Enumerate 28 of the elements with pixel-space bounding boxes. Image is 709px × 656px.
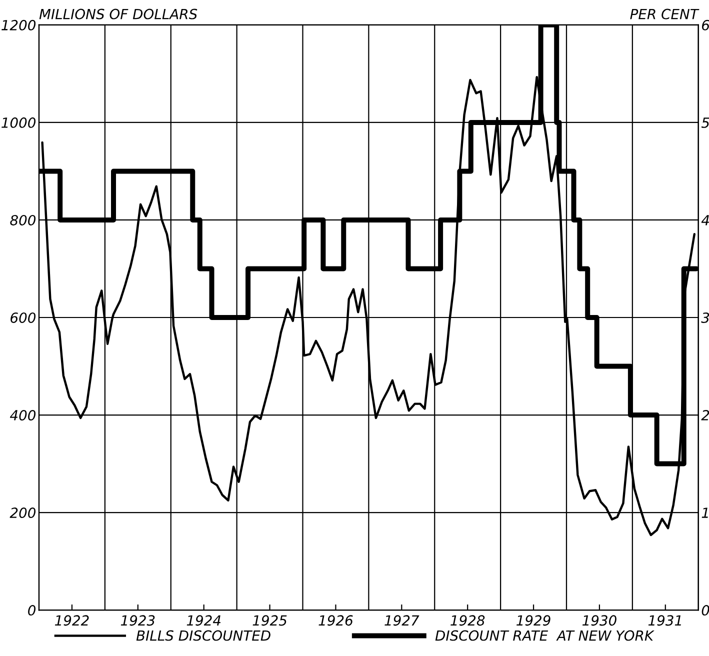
y-tick-label: 800	[10, 214, 36, 226]
x-tick-label: 1929	[516, 615, 550, 626]
y2-tick-label: 5	[701, 118, 709, 128]
y2-axis-title: PER CENT	[630, 8, 700, 20]
y-axis-title: MILLIONS OF DOLLARS	[39, 8, 198, 20]
y2-tick-label: 6	[702, 20, 709, 30]
y2-tick-label: 1	[702, 508, 708, 518]
y-tick-label: 0	[28, 605, 36, 616]
x-tick-label: 1923	[120, 615, 155, 626]
x-tick-label: 1925	[252, 615, 287, 626]
x-tick-label: 1930	[582, 615, 616, 626]
y2-tick-label: 3	[701, 312, 709, 323]
y2-tick-label: 4	[701, 215, 709, 226]
y-tick-label: 600	[10, 312, 36, 323]
x-tick-label: 1931	[648, 615, 681, 626]
x-tick-label: 1922	[54, 615, 89, 626]
legend-label: BILLS DISCOUNTED	[136, 630, 270, 641]
y-tick-label: 200	[10, 508, 36, 518]
y2-tick-label: 0	[702, 605, 709, 616]
x-tick-label: 1928	[450, 615, 485, 626]
y2-tick-label: 2	[701, 410, 709, 420]
legend-label: DISCOUNT RATE AT NEW YORK	[435, 630, 654, 641]
x-tick-label: 1927	[384, 615, 420, 626]
x-tick-label: 1924	[186, 615, 221, 626]
x-tick-label: 1926	[318, 615, 353, 626]
y-tick-label: 1000	[2, 117, 36, 128]
y-tick-label: 400	[10, 410, 36, 421]
y-tick-label: 1200	[2, 20, 36, 30]
